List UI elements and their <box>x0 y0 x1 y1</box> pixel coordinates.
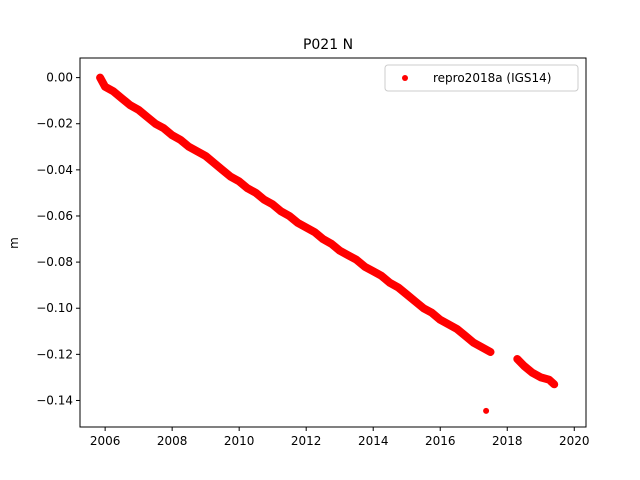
y-axis-label: m <box>7 237 21 249</box>
x-tick-label: 2016 <box>425 434 456 448</box>
series-1 <box>483 407 490 414</box>
y-tick-label: 0.00 <box>46 71 73 85</box>
data-points <box>96 73 559 414</box>
x-tick-label: 2008 <box>157 434 188 448</box>
y-tick-label: −0.02 <box>36 117 73 131</box>
y-tick-label: −0.10 <box>36 301 73 315</box>
y-tick-label: −0.14 <box>36 393 73 407</box>
y-tick-label: −0.06 <box>36 209 73 223</box>
chart-title: P021 N <box>303 37 353 53</box>
plot-frame <box>79 57 587 428</box>
x-tick-label: 2020 <box>559 434 590 448</box>
legend-marker <box>402 75 408 81</box>
x-tick-label: 2006 <box>90 434 121 448</box>
x-tick-label: 2018 <box>492 434 523 448</box>
legend: repro2018a (IGS14) <box>384 64 579 92</box>
x-tick-label: 2010 <box>224 434 255 448</box>
data-point <box>483 407 490 414</box>
legend-box <box>384 64 579 92</box>
axes: 2006 2008 2010 2012 2014 2016 2018 2020 0.00 −0.0… <box>36 57 590 448</box>
legend-label: repro2018a (IGS14) <box>433 71 551 85</box>
x-tick-label: 2012 <box>291 434 322 448</box>
series-band <box>96 73 559 389</box>
x-tick-label: 2014 <box>358 434 389 448</box>
y-tick-label: −0.08 <box>36 255 73 269</box>
y-tick-label: −0.12 <box>36 347 73 361</box>
y-tick-label: −0.04 <box>36 163 73 177</box>
series-0 <box>96 73 559 389</box>
